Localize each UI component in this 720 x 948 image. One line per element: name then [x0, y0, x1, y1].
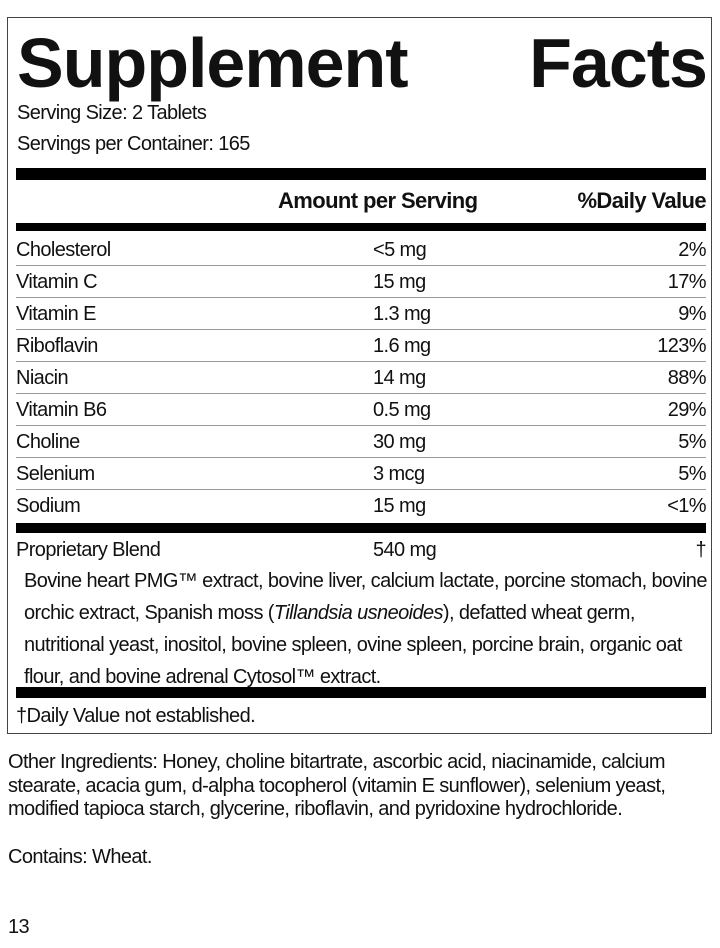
divider-medium — [16, 223, 706, 231]
nutrient-amount: 30 mg — [373, 431, 426, 453]
nutrient-name: Choline — [16, 431, 80, 453]
nutrient-amount: 15 mg — [373, 271, 426, 293]
amount-header: Amount per Serving — [278, 188, 478, 213]
footnote: †Daily Value not established. — [16, 705, 256, 727]
nutrient-amount: 14 mg — [373, 367, 426, 389]
nutrient-amount: 1.3 mg — [373, 303, 431, 325]
table-row: Vitamin C 15 mg 17% — [16, 266, 707, 298]
nutrient-table: Cholesterol <5 mg 2% Vitamin C 15 mg 17% Vit… — [16, 234, 707, 521]
nutrient-name: Sodium — [16, 495, 81, 517]
allergen-statement: Contains: Wheat. — [8, 846, 152, 868]
page-number: 13 — [8, 916, 30, 938]
nutrient-dv: 88% — [667, 367, 707, 389]
table-row: Cholesterol <5 mg 2% — [16, 234, 707, 266]
blend-name: Proprietary Blend — [16, 539, 161, 561]
nutrient-name: Vitamin E — [16, 303, 96, 325]
servings-per-container: Servings per Container: 165 — [17, 133, 250, 155]
nutrient-name: Niacin — [16, 367, 69, 389]
nutrient-amount: 15 mg — [373, 495, 426, 517]
nutrient-amount: 3 mcg — [373, 463, 425, 485]
nutrient-name: Vitamin B6 — [16, 399, 107, 421]
divider-thick — [16, 523, 706, 533]
column-header: Amount per Serving %Daily Value — [16, 188, 707, 224]
blend-text: Bovine heart PMG™ extract, bovine liver,… — [24, 570, 707, 624]
table-row: Vitamin B6 0.5 mg 29% — [16, 394, 707, 426]
serving-size: Serving Size: 2 Tablets — [17, 102, 207, 124]
nutrient-amount: <5 mg — [373, 239, 427, 261]
blend-ingredients: Bovine heart PMG™ extract, bovine liver,… — [24, 565, 708, 693]
table-row: Vitamin E 1.3 mg 9% — [16, 298, 707, 330]
nutrient-dv: 9% — [678, 303, 706, 325]
other-ingredients: Other Ingredients: Honey, choline bitart… — [8, 751, 666, 820]
nutrient-amount: 1.6 mg — [373, 335, 431, 357]
supplement-facts-panel: Supplement Facts Serving Size: 2 Tablets… — [7, 17, 712, 734]
nutrient-dv: 17% — [667, 271, 707, 293]
title-word: Supplement — [17, 24, 409, 102]
blend-amount: 540 mg — [373, 539, 437, 561]
nutrient-name: Vitamin C — [16, 271, 98, 293]
divider-thick — [16, 687, 706, 698]
blend-text: ), defatted wheat germ, nutritional yeas… — [24, 602, 682, 688]
nutrient-dv: 29% — [667, 399, 707, 421]
title-word: Facts — [529, 24, 708, 102]
proprietary-blend-row: Proprietary Blend 540 mg † — [16, 534, 707, 566]
daily-value-header: %Daily Value — [577, 188, 706, 213]
blend-text-italic: Tillandsia usneoides — [273, 602, 444, 624]
nutrient-name: Cholesterol — [16, 239, 111, 261]
table-row: Selenium 3 mcg 5% — [16, 458, 707, 490]
table-row: Sodium 15 mg <1% — [16, 490, 707, 521]
nutrient-dv: 2% — [678, 239, 706, 261]
nutrient-dv: 5% — [678, 431, 706, 453]
table-row: Choline 30 mg 5% — [16, 426, 707, 458]
table-row: Riboflavin 1.6 mg 123% — [16, 330, 707, 362]
panel-title: Supplement Facts — [17, 24, 708, 102]
table-row: Niacin 14 mg 88% — [16, 362, 707, 394]
nutrient-name: Selenium — [16, 463, 95, 485]
nutrient-name: Riboflavin — [16, 335, 98, 357]
nutrient-dv: 123% — [657, 335, 706, 357]
nutrient-dv: 5% — [678, 463, 706, 485]
nutrient-amount: 0.5 mg — [373, 399, 431, 421]
divider-thick — [16, 168, 706, 180]
nutrient-dv: <1% — [667, 495, 706, 517]
blend-dv: † — [695, 539, 706, 561]
